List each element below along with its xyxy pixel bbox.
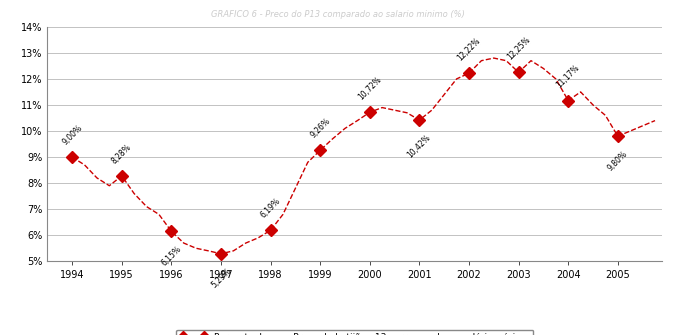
Text: 12,22%: 12,22% — [456, 36, 482, 63]
Percentual que o Preço do botijão p13 corresponde no salário mínimo — [167, 229, 175, 233]
Text: 12,25%: 12,25% — [505, 36, 532, 62]
Text: 9,80%: 9,80% — [606, 149, 629, 173]
Text: 9,00%: 9,00% — [60, 123, 84, 147]
Text: 10,42%: 10,42% — [406, 133, 433, 160]
Legend: Percentual que o Preço do botijão p13 corresponde no salário mínimo: Percentual que o Preço do botijão p13 co… — [176, 330, 533, 335]
Text: 8,28%: 8,28% — [110, 142, 133, 165]
Percentual que o Preço do botijão p13 corresponde no salário mínimo — [366, 110, 374, 114]
Text: 6,15%: 6,15% — [160, 244, 183, 268]
Percentual que o Preço do botijão p13 corresponde no salário mínimo — [266, 228, 274, 232]
Percentual que o Preço do botijão p13 corresponde no salário mínimo — [217, 252, 225, 256]
Line: Percentual que o Preço do botijão p13 corresponde no salário mínimo: Percentual que o Preço do botijão p13 co… — [68, 68, 622, 258]
Percentual que o Preço do botijão p13 corresponde no salário mínimo — [118, 174, 126, 178]
Text: 6,19%: 6,19% — [259, 197, 283, 220]
Text: 5,29%: 5,29% — [210, 267, 233, 290]
Text: 10,72%: 10,72% — [356, 75, 383, 102]
Percentual que o Preço do botijão p13 corresponde no salário mínimo — [564, 98, 573, 103]
Percentual que o Preço do botijão p13 corresponde no salário mínimo — [415, 118, 423, 122]
Text: 9,26%: 9,26% — [308, 117, 332, 140]
Percentual que o Preço do botijão p13 corresponde no salário mínimo — [614, 134, 622, 138]
Percentual que o Preço do botijão p13 corresponde no salário mínimo — [68, 155, 76, 159]
Percentual que o Preço do botijão p13 corresponde no salário mínimo — [316, 148, 324, 152]
Percentual que o Preço do botijão p13 corresponde no salário mínimo — [465, 71, 473, 75]
Percentual que o Preço do botijão p13 corresponde no salário mínimo — [514, 70, 523, 74]
Text: 11,17%: 11,17% — [555, 64, 581, 90]
Text: GRAFICO 6 - Preco do P13 comparado ao salario minimo (%): GRAFICO 6 - Preco do P13 comparado ao sa… — [211, 10, 465, 19]
